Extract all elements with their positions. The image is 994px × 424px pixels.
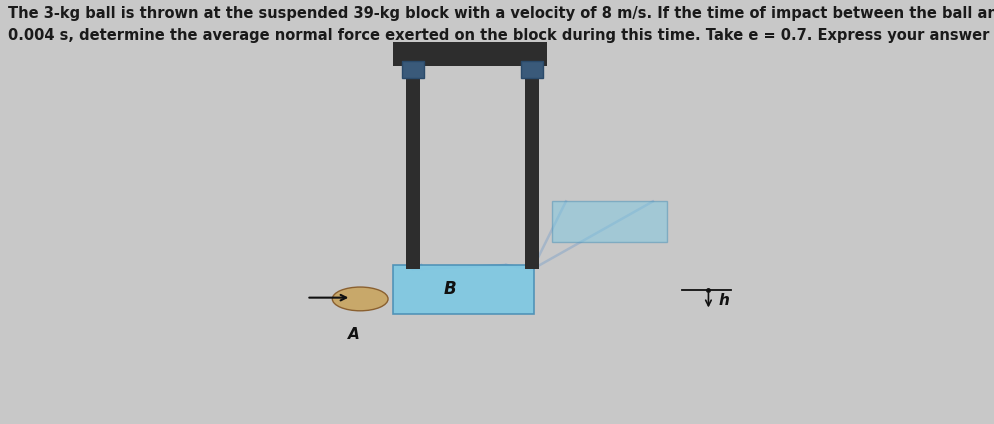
Bar	[393, 265, 534, 314]
Text: A: A	[348, 327, 360, 342]
Text: The 3-kg ball is thrown at the suspended 39-kg block with a velocity of 8 m/s. I: The 3-kg ball is thrown at the suspended…	[8, 6, 994, 21]
Text: 0.004 s, determine the average normal force exerted on the block during this tim: 0.004 s, determine the average normal fo…	[8, 28, 994, 42]
Text: B: B	[442, 280, 455, 298]
Bar	[525, 66, 539, 269]
Bar	[406, 66, 419, 269]
Bar	[521, 61, 543, 78]
Text: h: h	[718, 293, 729, 308]
Bar	[402, 61, 423, 78]
Circle shape	[332, 287, 388, 311]
Bar	[393, 42, 547, 66]
Bar	[552, 201, 666, 242]
